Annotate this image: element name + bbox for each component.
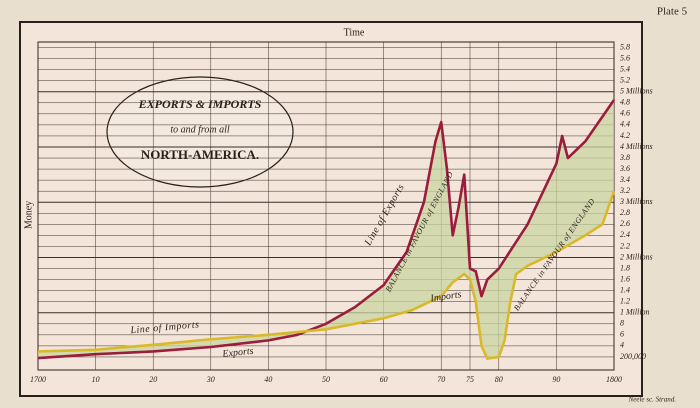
x-tick-label: 1700 [30,375,46,384]
y-axis-title: Money [23,201,34,229]
y-tick-label: 2.6 [620,219,630,228]
y-tick-label: 4 [620,341,624,350]
x-tick-label: 80 [495,375,503,384]
y-tick-label: 200,000 [620,352,646,361]
y-tick-label: 1.6 [620,274,630,283]
x-tick-label: 90 [552,375,560,384]
engraver: Neele sc. Strand. [628,396,677,404]
series-line [37,190,616,360]
chart-title: NORTH-AMERICA. [141,147,259,162]
y-tick-label: 5.8 [620,42,630,51]
x-tick-label: 40 [264,375,272,384]
y-tick-label: 2.2 [620,241,630,250]
y-tick-label: 5 Millions [620,87,653,96]
y-tick-label: 5.4 [620,64,630,73]
x-tick-label: 60 [380,375,388,384]
chart-title: EXPORTS & IMPORTS [138,97,262,111]
y-tick-label: 1.4 [620,285,630,294]
y-tick-label: 1.2 [620,297,630,306]
y-tick-label: 8 [620,319,624,328]
y-tick-label: 3.4 [619,175,630,184]
y-tick-label: 5.6 [620,53,630,62]
chart-title: to and from all [170,124,230,135]
y-tick-label: 4 Millions [620,142,653,151]
x-axis-title: Time [344,27,365,38]
series-label: Exports [221,346,254,360]
y-tick-label: 3.2 [619,186,630,195]
y-tick-label: 4.2 [620,131,630,140]
x-tick-label: 30 [206,375,215,384]
y-tick-label: 1.8 [620,263,630,272]
x-tick-label: 70 [437,375,445,384]
plate-label: Plate 5 [657,6,688,18]
y-tick-label: 3.8 [619,153,630,162]
x-tick-label: 50 [322,375,330,384]
y-tick-label: 1 Million [620,308,650,317]
y-tick-label: 2.8 [620,208,630,217]
title-cartouche [106,76,294,188]
y-tick-label: 2.4 [620,230,630,239]
x-tick-label: 1800 [606,375,622,384]
series-line [37,99,616,360]
y-tick-label: 3.6 [619,164,630,173]
y-tick-label: 4.8 [620,98,630,107]
x-tick-label: 20 [149,375,157,384]
y-tick-label: 4.6 [620,109,630,118]
y-tick-label: 2 Millions [620,252,653,261]
y-tick-label: 6 [620,330,624,339]
x-tick-label: 75 [466,375,474,384]
y-tick-label: 4.4 [620,120,630,129]
y-tick-label: 5.2 [620,76,630,85]
y-tick-label: 3 Millions [619,197,653,206]
x-tick-label: 10 [92,375,100,384]
series-label: Imports [429,289,462,304]
